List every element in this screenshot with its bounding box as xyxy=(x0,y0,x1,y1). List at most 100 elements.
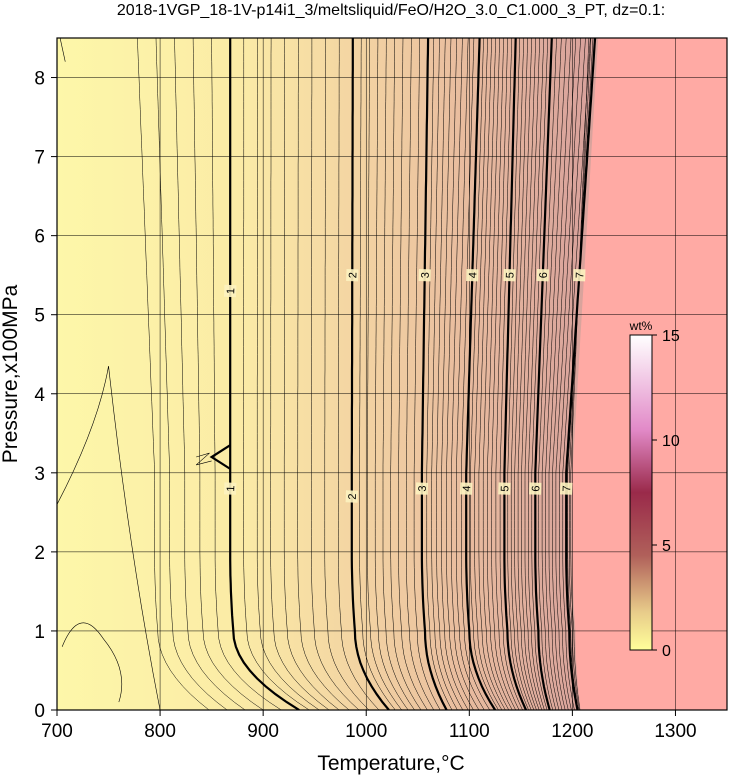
contour-line-1-spike xyxy=(209,444,231,470)
thin-contour-line xyxy=(552,38,577,710)
y-tick-label: 6 xyxy=(34,227,45,248)
contour-label-2: 2 xyxy=(345,490,359,503)
y-tick-label: 7 xyxy=(34,148,45,169)
thin-contour-line xyxy=(495,38,520,710)
thin-contour-line xyxy=(456,38,485,710)
thin-contour-line xyxy=(528,38,545,710)
contour-line-7 xyxy=(565,38,597,710)
thin-contour-line xyxy=(359,38,396,710)
contour-line-2 xyxy=(350,38,390,710)
contour-label-text: 7 xyxy=(561,485,573,492)
colorbar-tick-label: 10 xyxy=(662,433,680,450)
thin-contour-line xyxy=(155,38,228,710)
thin-contour-line xyxy=(406,38,435,710)
contour-label-text: 3 xyxy=(420,272,432,279)
low-contour-line xyxy=(61,622,123,703)
thin-contour-line xyxy=(174,38,246,710)
contour-label-3: 3 xyxy=(415,482,429,495)
contour-label-text: 6 xyxy=(530,485,542,492)
y-tick-label: 8 xyxy=(34,69,45,90)
thin-contour-line xyxy=(256,38,320,710)
contour-label-text: 1 xyxy=(225,288,237,295)
thin-contour-line xyxy=(474,38,503,710)
contour-label-3: 3 xyxy=(418,268,432,282)
thin-contour-line xyxy=(514,38,535,710)
thin-contour-line xyxy=(491,38,516,710)
thin-contour-line xyxy=(482,38,510,710)
contour-label-4: 4 xyxy=(466,268,479,282)
thin-contour-line xyxy=(338,38,380,710)
contour-line-3 xyxy=(420,38,448,710)
low-contour-line xyxy=(59,38,66,62)
contour-label-6: 6 xyxy=(536,268,550,282)
thin-contour-line xyxy=(446,38,474,710)
thin-contour-line xyxy=(548,38,572,710)
thin-contour-line xyxy=(569,38,592,710)
y-tick-label: 3 xyxy=(34,464,45,485)
low-contour-line xyxy=(57,366,161,710)
thin-contour-line xyxy=(461,38,490,710)
thin-contour-line xyxy=(570,38,590,710)
contour-label-text: 4 xyxy=(461,485,473,492)
thin-contour-line xyxy=(521,38,540,710)
x-tick-label: 700 xyxy=(41,721,73,742)
thin-contour-line xyxy=(431,38,458,710)
thin-contour-lines xyxy=(137,38,594,710)
x-tick-label: 900 xyxy=(247,721,279,742)
contour-label-4: 4 xyxy=(459,482,473,495)
contour-label-7: 7 xyxy=(559,482,573,495)
colorbar-tick-label: 5 xyxy=(662,538,671,555)
contour-label-text: 6 xyxy=(538,272,550,279)
contour-label-5: 5 xyxy=(503,268,517,282)
thin-contour-line xyxy=(297,38,350,710)
thin-contour-line xyxy=(545,38,567,710)
x-axis: 700 800 900 1000 1100 1200 1300 xyxy=(41,710,697,742)
thin-contour-line xyxy=(367,38,402,710)
contour-label-text: 2 xyxy=(347,493,359,500)
y-axis: 0 1 2 3 4 5 6 7 8 xyxy=(34,69,57,722)
thin-contour-line xyxy=(487,38,513,710)
major-contour-lines xyxy=(209,38,597,710)
contour-labels: 1 1 2 2 3 3 4 4 5 5 6 6 7 7 xyxy=(223,268,586,503)
thin-contour-line xyxy=(390,38,422,710)
thin-contour-line xyxy=(478,38,506,710)
x-tick-label: 1100 xyxy=(449,721,490,742)
contour-label-text: 5 xyxy=(504,272,516,279)
contour-line-1 xyxy=(229,38,300,710)
x-tick-label: 1200 xyxy=(551,721,593,742)
thin-contour-line xyxy=(524,38,543,710)
contour-label-6: 6 xyxy=(529,482,542,495)
contour-label-text: 3 xyxy=(417,485,429,492)
contour-label-text: 5 xyxy=(499,485,511,492)
contour-label-text: 1 xyxy=(225,485,237,492)
x-axis-label: Temperature,°C xyxy=(317,752,464,775)
thin-contour-line xyxy=(324,38,370,710)
thin-contour-line xyxy=(192,38,264,710)
thin-contour-line xyxy=(510,38,532,710)
thin-contour-line xyxy=(398,38,428,710)
colorbar-gradient xyxy=(629,334,653,651)
y-tick-label: 1 xyxy=(34,622,45,643)
thin-contour-line xyxy=(382,38,415,710)
contour-label-5: 5 xyxy=(498,482,512,495)
thin-contour-line xyxy=(517,38,537,710)
thin-contour-line xyxy=(137,38,210,710)
contour-label-1: 1 xyxy=(223,482,237,495)
plot-frame xyxy=(56,37,728,711)
colorbar-tick-label: 0 xyxy=(662,643,671,660)
x-tick-label: 1000 xyxy=(345,721,387,742)
thin-contour-line xyxy=(211,38,282,710)
thin-contour-line xyxy=(270,38,330,710)
thin-contour-line xyxy=(451,38,480,710)
thin-contour-line xyxy=(531,38,549,710)
contour-label-text: 7 xyxy=(574,272,586,279)
thin-contour-line xyxy=(507,38,529,710)
thin-contour-line xyxy=(559,38,586,710)
thin-contour-line xyxy=(243,38,310,710)
thin-contour-line xyxy=(538,38,557,710)
thin-contour-line xyxy=(426,38,453,710)
x-tick-label: 800 xyxy=(144,721,176,742)
y-tick-label: 5 xyxy=(34,306,45,327)
low-contour-line xyxy=(195,452,212,466)
